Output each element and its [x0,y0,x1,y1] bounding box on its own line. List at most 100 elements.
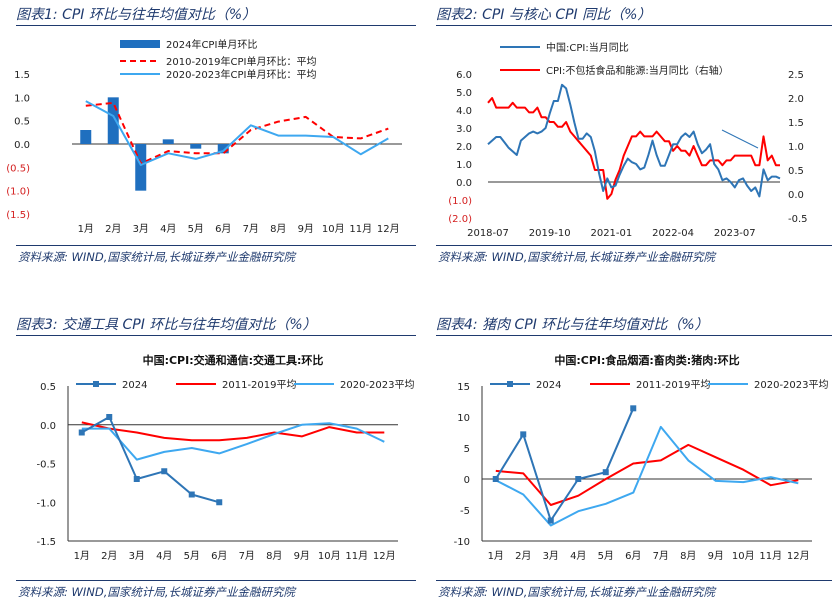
bar [162,139,174,144]
x-tick-label: 1月 [488,550,504,562]
y-tick-label: (0.5) [6,163,30,174]
x-tick-label: 2月 [515,550,531,562]
y-left-tick-label: 3.0 [456,124,472,135]
x-tick-label: 10月 [318,550,341,562]
series-line-2011-2019 [81,421,385,442]
x-tick-label: 8月 [680,550,696,562]
panel-4-title: 图表4: 猪肉 CPI 环比与往年均值对比（%） [436,317,709,333]
series-2024-marker [575,476,582,482]
legend-2020-2023-label: 2020-2023年CPI单月环比：平均 [166,68,316,81]
panel-3-title: 图表3: 交通工具 CPI 环比与往年均值对比（%） [16,317,317,333]
x-tick-label: 2月 [101,550,117,562]
x-tick-label: 8月 [270,223,286,235]
x-tick-label: 2018-07 [467,228,509,238]
panel-2-source: 资料来源: WIND,国家统计局,长城证券产业金融研究院 [438,250,716,264]
legend-2020-2023-label: 2020-2023平均 [340,379,415,391]
bar [217,144,229,154]
x-tick-label: 2022-04 [652,228,694,238]
x-tick-label: 3月 [133,223,149,235]
legend-core-cpi-label: CPI:不包括食品和能源:当月同比（右轴） [546,64,729,77]
y-right-tick-label: 1.0 [788,142,804,153]
legend-2024-marker [507,381,513,387]
panel-1-title-rule [16,25,416,26]
series-2024-marker [520,431,527,438]
panel-1-title: 图表1: CPI 环比与往年均值对比（%） [16,7,257,23]
y-left-tick-label: 4.0 [456,106,472,117]
x-tick-label: 11月 [759,550,782,562]
panel-4-title-rule [436,335,832,336]
x-tick-label: 11月 [345,550,368,562]
series-2024-marker [188,491,195,498]
y-tick-label: -5 [460,506,470,517]
y-left-tick-label: 0.0 [456,178,472,189]
legend-2020-2023-label: 2020-2023平均 [754,379,829,391]
x-tick-label: 7月 [243,223,259,235]
x-tick-label: 6月 [215,223,231,235]
y-tick-label: 0 [464,475,470,486]
x-tick-label: 12月 [373,550,396,562]
legend-bar-swatch [120,40,160,48]
panel-3-source: 资料来源: WIND,国家统计局,长城证券产业金融研究院 [18,585,296,599]
y-tick-label: -0.5 [36,460,56,471]
series-line-2020-2023 [81,422,385,461]
bar [107,97,119,144]
series-line-2011-2019 [495,443,799,506]
legend-2011-2019-label: 2011-2019平均 [222,379,297,391]
chart-title: 中国:CPI:交通和通信:交通工具:环比 [143,353,324,367]
x-tick-label: 6月 [211,550,227,562]
x-tick-label: 12月 [787,550,810,562]
series-2024-marker [492,476,499,482]
y-right-tick-label: 0.0 [788,190,804,201]
x-tick-label: 7月 [653,550,669,562]
series-line-2010-2019 [85,101,389,165]
x-tick-label: 1月 [78,223,94,235]
y-left-tick-label: (1.0) [448,196,472,207]
panel-2-title: 图表2: CPI 与核心 CPI 同比（%） [436,7,652,23]
legend-2010-2019-label: 2010-2019年CPI单月环比：平均 [166,55,316,68]
y-right-tick-label: 0.5 [788,166,804,177]
y-tick-label: 0.5 [40,382,56,393]
y-tick-label: -1.0 [36,498,56,509]
y-left-tick-label: (2.0) [448,214,472,225]
x-tick-label: 7月 [239,550,255,562]
panel-4-source: 资料来源: WIND,国家统计局,长城证券产业金融研究院 [438,585,716,599]
legend-2011-2019-label: 2011-2019平均 [636,379,711,391]
chart-2-cpi-core-yoy: 6.0 5.0 4.0 3.0 2.0 1.0 0.0 (1.0) (2.0) 2.5 2.0 1.5… [448,41,807,238]
panel-4-source-rule [436,580,832,581]
x-tick-label: 10月 [322,223,345,235]
x-tick-label: 1月 [74,550,90,562]
x-tick-label: 3月 [543,550,559,562]
series-2024-marker [106,414,113,420]
series-2024-marker [78,429,85,436]
y-tick-label: -1.5 [36,537,56,548]
y-tick-label: 15 [457,382,470,393]
legend-2024-label: 2024 [122,380,147,391]
x-tick-label: 9月 [298,223,314,235]
x-tick-label: 8月 [266,550,282,562]
x-tick-label: 2023-07 [714,228,756,238]
series-line-2024 [494,407,635,522]
x-tick-label: 3月 [129,550,145,562]
y-tick-label: 0.0 [40,421,56,432]
series-line-2024 [81,416,220,504]
y-tick-label: (1.0) [6,187,30,198]
series-line-2020-2023 [495,425,799,527]
legend-2024-marker [93,381,99,387]
chart-1-cpi-mom: 1.5 1.0 0.5 0.0 (0.5) (1.0) (1.5) 1月 2月 3月 4月 5月 6月 7… [6,38,402,235]
legend-cpi-label: 中国:CPI:当月同比 [546,41,629,54]
bar [190,144,202,149]
y-tick-label: 5 [464,444,470,455]
series-2024-marker [216,499,223,506]
y-tick-label: (1.5) [6,210,30,221]
x-tick-label: 11月 [349,223,372,235]
panel-3-title-rule [16,335,416,336]
x-tick-label: 2月 [105,223,121,235]
series-2024-marker [133,476,140,482]
series-2024-marker [161,468,168,475]
x-tick-label: 2019-10 [529,228,571,238]
y-tick-label: 1.0 [14,93,30,104]
legend-bar-label: 2024年CPI单月环比 [166,38,257,51]
x-tick-label: 2021-01 [590,228,632,238]
x-tick-label: 5月 [184,550,200,562]
chart-3-vehicle-cpi-mom: 中国:CPI:交通和通信:交通工具:环比 0.5 0.0 -0.5 -1.0 -1.5 1月… [36,353,415,562]
